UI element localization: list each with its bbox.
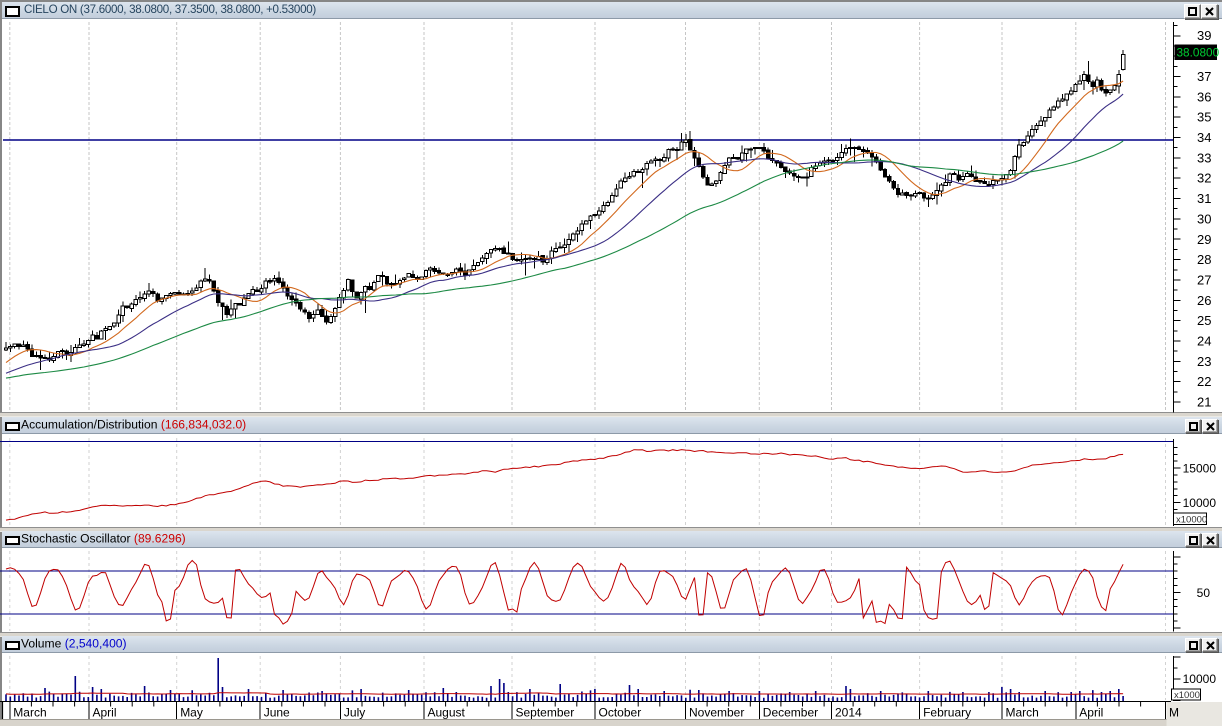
svg-text:26: 26 — [1197, 293, 1211, 308]
svg-text:February: February — [923, 706, 971, 720]
svg-text:M: M — [1169, 706, 1179, 720]
svg-text:32: 32 — [1197, 171, 1211, 186]
svg-text:March: March — [1006, 706, 1039, 720]
svg-text:July: July — [344, 706, 365, 720]
svg-text:35: 35 — [1197, 110, 1211, 125]
svg-text:November: November — [689, 706, 744, 720]
svg-text:33: 33 — [1197, 150, 1211, 165]
svg-text:24: 24 — [1197, 334, 1211, 349]
svg-text:x10000: x10000 — [1176, 515, 1207, 526]
svg-text:38.0800: 38.0800 — [1177, 46, 1220, 60]
svg-text:15000: 15000 — [1183, 462, 1217, 476]
svg-text:2014: 2014 — [835, 706, 862, 720]
svg-text:September: September — [516, 706, 575, 720]
svg-text:10000: 10000 — [1183, 672, 1217, 686]
svg-text:34: 34 — [1197, 130, 1211, 145]
svg-text:37: 37 — [1197, 69, 1211, 84]
svg-text:June: June — [264, 706, 290, 720]
svg-text:22: 22 — [1197, 374, 1211, 389]
svg-text:30: 30 — [1197, 211, 1211, 226]
svg-text:April: April — [93, 706, 117, 720]
svg-text:December: December — [763, 706, 818, 720]
svg-text:31: 31 — [1197, 191, 1211, 206]
svg-text:39: 39 — [1197, 28, 1211, 43]
svg-text:29: 29 — [1197, 232, 1211, 247]
svg-text:25: 25 — [1197, 313, 1211, 328]
svg-text:21: 21 — [1197, 395, 1211, 410]
svg-text:50: 50 — [1197, 586, 1211, 600]
svg-text:August: August — [428, 706, 466, 720]
svg-text:May: May — [180, 706, 203, 720]
svg-text:36: 36 — [1197, 89, 1211, 104]
svg-text:March: March — [13, 706, 46, 720]
svg-text:27: 27 — [1197, 273, 1211, 288]
svg-text:October: October — [599, 706, 642, 720]
svg-text:10000: 10000 — [1183, 496, 1217, 510]
svg-text:23: 23 — [1197, 354, 1211, 369]
svg-text:x1000: x1000 — [1174, 690, 1200, 701]
svg-text:28: 28 — [1197, 252, 1211, 267]
svg-text:April: April — [1079, 706, 1103, 720]
